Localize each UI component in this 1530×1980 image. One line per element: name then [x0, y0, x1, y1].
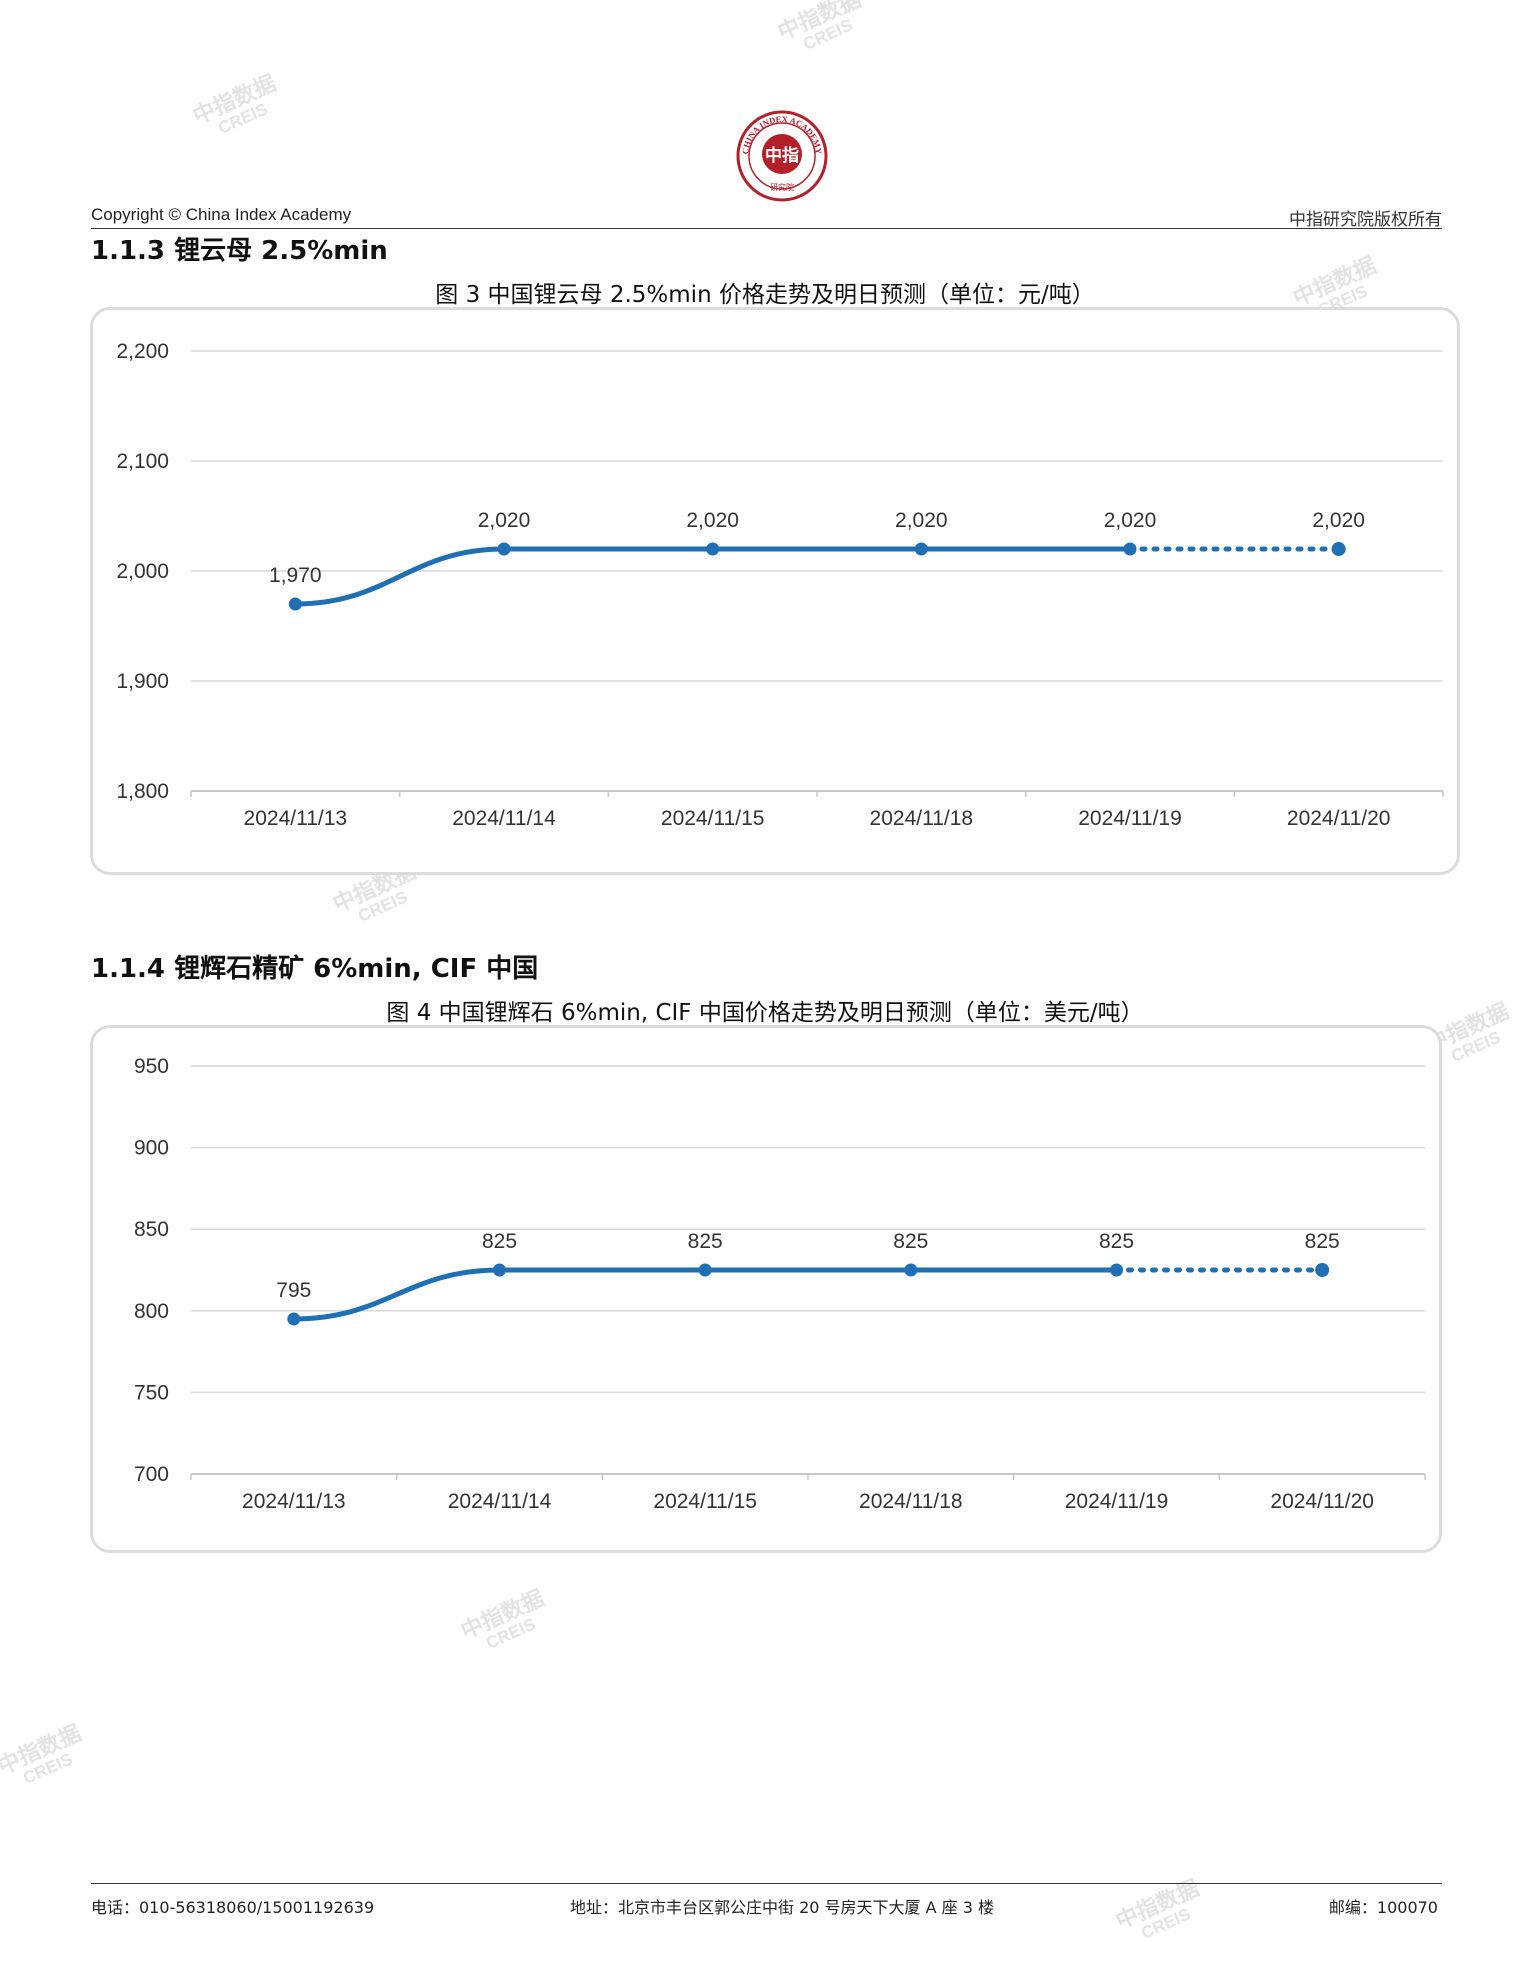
x-tick-label: 2024/11/19	[1078, 807, 1182, 830]
data-point	[914, 542, 928, 556]
section-title: 1.1.3 锂云母 2.5%min	[91, 236, 388, 266]
y-tick-label: 1,800	[116, 780, 169, 803]
x-tick-label: 2024/11/13	[242, 1490, 346, 1513]
svg-text:中指: 中指	[765, 145, 799, 166]
data-label: 825	[893, 1230, 928, 1253]
header-divider	[91, 228, 1442, 229]
data-point	[1123, 542, 1137, 556]
series-line	[292, 546, 1133, 607]
data-point	[904, 1263, 918, 1277]
data-label: 2,020	[1104, 509, 1157, 532]
chart-frame: 1,800 1,900 2,000 2,100 2,200 2024/11/13 2024/…	[90, 307, 1460, 875]
data-point	[493, 1263, 506, 1277]
footer-divider	[91, 1883, 1442, 1884]
data-point	[706, 542, 720, 556]
y-tick-label: 850	[134, 1218, 169, 1241]
x-tick-label: 2024/11/20	[1270, 1490, 1374, 1513]
data-label: 825	[688, 1230, 723, 1253]
data-label: 2,020	[478, 509, 531, 532]
y-tick-label: 800	[134, 1300, 169, 1323]
data-label: 825	[482, 1230, 517, 1253]
x-tick-label: 2024/11/13	[244, 807, 348, 830]
x-tick-label: 2024/11/15	[653, 1490, 757, 1513]
y-tick-label: 900	[134, 1137, 169, 1160]
x-tick-label: 2024/11/18	[859, 1490, 963, 1513]
series-line	[291, 1267, 1119, 1322]
x-tick-label: 2024/11/14	[452, 807, 556, 830]
data-label: 825	[1305, 1230, 1340, 1253]
data-label: 2,020	[686, 509, 739, 532]
data-point	[1331, 542, 1346, 556]
x-tick-label: 2024/11/19	[1065, 1490, 1169, 1513]
x-tick-label: 2024/11/15	[661, 807, 765, 830]
x-tick-label: 2024/11/18	[870, 807, 974, 830]
data-point	[497, 542, 511, 556]
x-tick-label: 2024/11/14	[448, 1490, 552, 1513]
x-tick-label: 2024/11/20	[1287, 807, 1391, 830]
data-point	[1110, 1263, 1123, 1277]
data-point	[287, 1312, 301, 1326]
data-point	[288, 597, 302, 611]
footer-phone: 电话：010-56318060/15001192639	[91, 1898, 375, 1917]
y-tick-label: 2,100	[116, 450, 169, 473]
y-tick-label: 1,900	[116, 670, 169, 693]
data-label: 825	[1099, 1230, 1134, 1253]
data-point	[698, 1263, 712, 1277]
data-label: 2,020	[895, 509, 948, 532]
chart-frame: 700 750 800 850 900 950 2024/11/13 2024/11/14 20…	[90, 1025, 1442, 1553]
data-label: 795	[276, 1279, 311, 1302]
y-tick-label: 2,000	[116, 560, 169, 583]
footer-postcode: 邮编：100070	[1328, 1898, 1438, 1917]
y-tick-label: 950	[134, 1055, 169, 1078]
chart-title: 图 4 中国锂辉石 6%min, CIF 中国价格走势及明日预测（单位：美元/吨…	[386, 1000, 1144, 1026]
rights-text: 中指研究院版权所有	[1289, 210, 1442, 230]
y-tick-label: 750	[134, 1381, 169, 1404]
data-label: 2,020	[1312, 509, 1365, 532]
section-title: 1.1.4 锂辉石精矿 6%min, CIF 中国	[91, 954, 539, 984]
china-index-academy-logo: CHINA INDEX ACADEMY 中指 研究院	[736, 110, 828, 202]
chart-title: 图 3 中国锂云母 2.5%min 价格走势及明日预测（单位：元/吨）	[435, 282, 1095, 308]
price-chart-lepidolite: 1,800 1,900 2,000 2,100 2,200 2024/11/13 2024/…	[116, 340, 1444, 830]
y-tick-label: 2,200	[116, 340, 169, 363]
data-point	[1315, 1263, 1330, 1277]
footer-address: 地址：北京市丰台区郭公庄中街 20 号房天下大厦 A 座 3 楼	[570, 1898, 995, 1917]
copyright-text: Copyright © China Index Academy	[91, 205, 352, 224]
svg-text:研究院: 研究院	[770, 182, 794, 192]
data-label: 1,970	[269, 564, 322, 587]
price-chart-spodumene: 700 750 800 850 900 950 2024/11/13 2024/11/14 20…	[134, 1055, 1426, 1513]
y-tick-label: 700	[134, 1463, 169, 1486]
